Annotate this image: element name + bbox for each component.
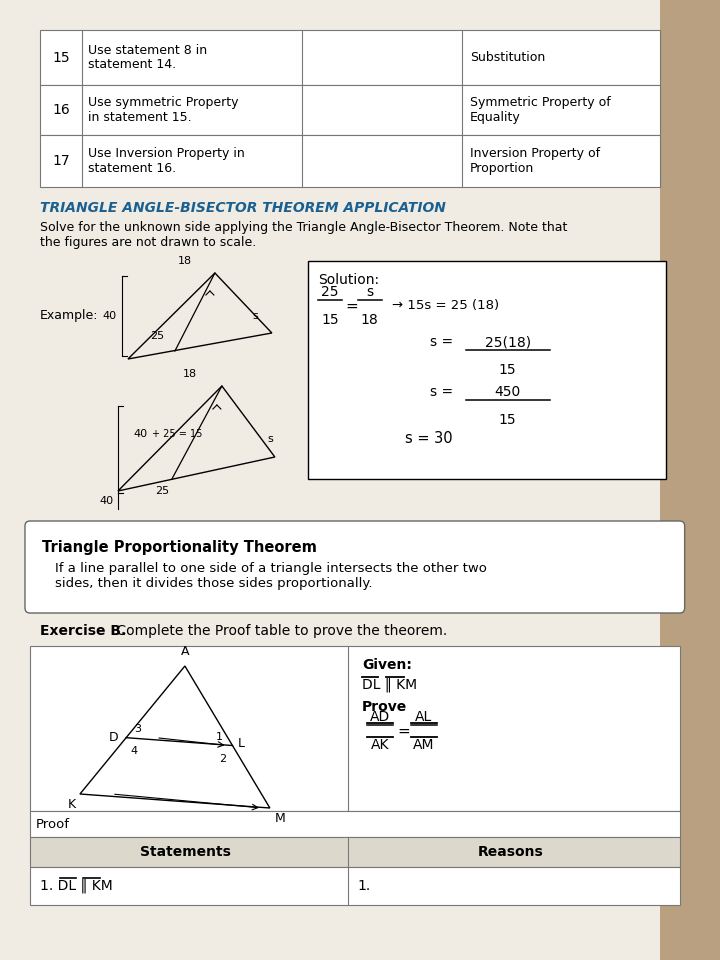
Bar <box>30 811 680 837</box>
Text: 40: 40 <box>100 496 114 506</box>
Text: Complete the Proof table to prove the theorem.: Complete the Proof table to prove the th… <box>112 624 447 638</box>
Text: 25: 25 <box>155 486 169 496</box>
Text: Given:: Given: <box>362 658 412 672</box>
Text: Symmetric Property of
Equality: Symmetric Property of Equality <box>469 96 611 124</box>
Text: If a line parallel to one side of a triangle intersects the other two
sides, the: If a line parallel to one side of a tria… <box>55 562 487 590</box>
Text: 25: 25 <box>150 331 164 341</box>
Text: s: s <box>366 285 374 299</box>
Text: → 15s = 25 (18): → 15s = 25 (18) <box>392 300 499 313</box>
Text: AD: AD <box>369 710 390 724</box>
Text: =: = <box>346 299 358 314</box>
Text: Proof: Proof <box>36 818 70 830</box>
Text: s = 30: s = 30 <box>405 431 453 446</box>
Text: 2: 2 <box>220 754 227 763</box>
Text: Triangle Proportionality Theorem: Triangle Proportionality Theorem <box>42 540 317 555</box>
Text: Exercise B.: Exercise B. <box>40 624 126 638</box>
Text: M: M <box>275 812 286 825</box>
Text: TRIANGLE ANGLE-BISECTOR THEOREM APPLICATION: TRIANGLE ANGLE-BISECTOR THEOREM APPLICAT… <box>40 201 446 215</box>
Text: AM: AM <box>413 738 435 752</box>
Text: Example:: Example: <box>40 309 99 323</box>
Text: 40: 40 <box>134 429 148 439</box>
Text: Solution:: Solution: <box>318 273 379 287</box>
Text: AK: AK <box>371 738 389 752</box>
Text: Use statement 8 in
statement 14.: Use statement 8 in statement 14. <box>88 43 207 71</box>
Bar <box>30 867 680 905</box>
Bar <box>40 85 660 135</box>
Bar <box>40 135 660 187</box>
Text: s =: s = <box>430 385 453 399</box>
Text: AL: AL <box>415 710 433 724</box>
Text: 450: 450 <box>495 385 521 399</box>
Text: 25: 25 <box>321 285 338 299</box>
Text: 18: 18 <box>361 313 379 327</box>
Text: D: D <box>109 732 118 744</box>
FancyBboxPatch shape <box>25 521 685 613</box>
Text: A: A <box>181 645 189 658</box>
Text: Use Inversion Property in
statement 16.: Use Inversion Property in statement 16. <box>88 147 245 175</box>
Text: 17: 17 <box>52 154 70 168</box>
Text: s =: s = <box>430 335 453 349</box>
Bar <box>308 261 666 479</box>
Text: Prove: Prove <box>362 700 407 714</box>
Bar <box>660 0 719 960</box>
Text: 1. DL ‖ KM: 1. DL ‖ KM <box>40 878 113 893</box>
Text: Substitution: Substitution <box>469 51 545 64</box>
Text: Reasons: Reasons <box>478 845 544 859</box>
Text: s: s <box>253 311 258 321</box>
Text: K: K <box>68 798 76 811</box>
Bar <box>30 646 680 811</box>
Text: Inversion Property of
Proportion: Inversion Property of Proportion <box>469 147 600 175</box>
Text: 3: 3 <box>134 724 141 733</box>
Text: L: L <box>238 737 245 750</box>
Text: 40: 40 <box>103 311 117 321</box>
Text: s: s <box>268 434 274 444</box>
Text: Use symmetric Property
in statement 15.: Use symmetric Property in statement 15. <box>88 96 238 124</box>
Bar <box>30 837 680 867</box>
Text: =: = <box>397 724 410 738</box>
Text: Solve for the unknown side applying the Triangle Angle-Bisector Theorem. Note th: Solve for the unknown side applying the … <box>40 221 567 249</box>
Text: 15: 15 <box>499 413 516 427</box>
Bar <box>40 30 660 85</box>
Text: Statements: Statements <box>140 845 231 859</box>
Text: 1: 1 <box>215 732 222 741</box>
Text: 16: 16 <box>52 103 70 117</box>
Text: 15: 15 <box>52 51 70 64</box>
Text: DL ‖ KM: DL ‖ KM <box>362 678 417 692</box>
Text: 25(18): 25(18) <box>485 335 531 349</box>
Text: 1.: 1. <box>358 879 371 893</box>
Text: + 25 = 15: + 25 = 15 <box>152 429 202 439</box>
Text: 15: 15 <box>499 363 516 377</box>
Text: 18: 18 <box>183 369 197 379</box>
Text: 4: 4 <box>130 746 138 756</box>
Text: 15: 15 <box>321 313 338 327</box>
Text: 18: 18 <box>178 256 192 266</box>
